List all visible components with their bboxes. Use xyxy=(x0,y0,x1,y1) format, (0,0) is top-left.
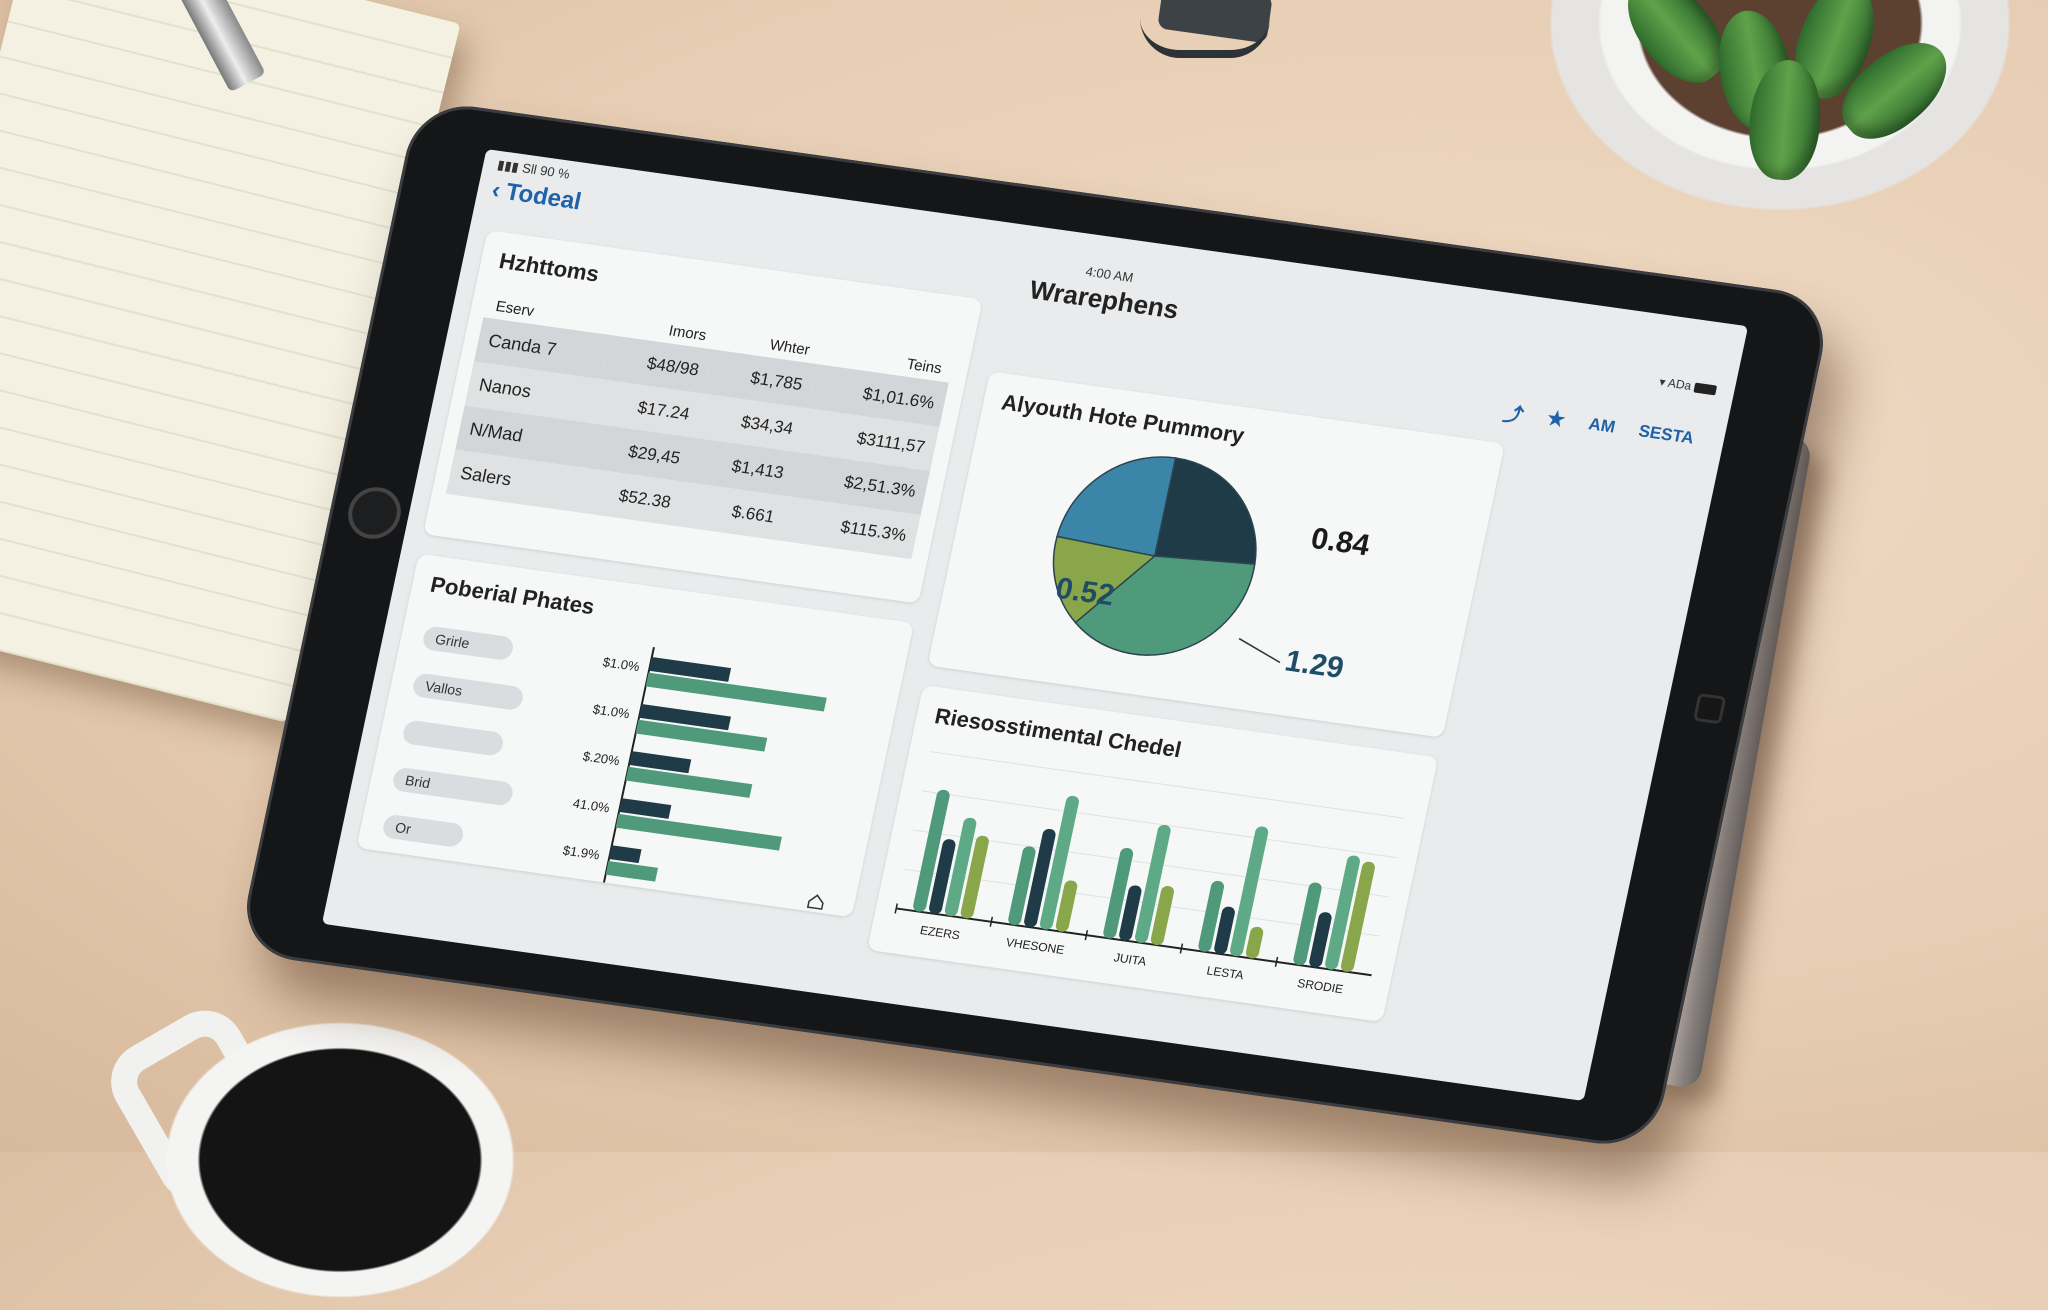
pie-slice[interactable] xyxy=(1153,457,1275,570)
bar[interactable] xyxy=(1007,846,1037,926)
bar[interactable] xyxy=(615,813,782,851)
bar[interactable] xyxy=(1340,861,1376,973)
x-tick xyxy=(1179,943,1184,954)
bar[interactable] xyxy=(928,838,957,914)
bar[interactable] xyxy=(1245,926,1265,959)
home-button[interactable] xyxy=(343,483,406,543)
x-tick xyxy=(989,916,994,927)
category-tick-label: $.20% xyxy=(582,749,622,769)
category-tick-label: JUITA xyxy=(1113,950,1148,968)
bar[interactable] xyxy=(1229,826,1269,957)
x-axis-line xyxy=(601,891,830,918)
bar[interactable] xyxy=(1039,795,1080,930)
star-icon[interactable]: ★ xyxy=(1544,407,1568,432)
category-tick-label: VHESONE xyxy=(1005,935,1066,957)
category-tick-label: 41.0% xyxy=(572,796,612,816)
bar[interactable] xyxy=(635,719,768,752)
bar[interactable] xyxy=(1292,882,1322,966)
pie-slice[interactable] xyxy=(1040,535,1157,631)
bar[interactable] xyxy=(628,751,692,774)
cable xyxy=(1140,0,1270,58)
category-tick-label: $1.0% xyxy=(602,654,642,674)
category-tick-label: SRODIE xyxy=(1296,976,1344,996)
bar[interactable] xyxy=(1324,855,1361,971)
vbar-card: Riesosstimental Chedel EZERS VHESONE JUITA… xyxy=(867,685,1439,1023)
hbar-chart: $1.0% $1.0% $.20% 41.0% $1.9% xyxy=(562,647,830,918)
bar[interactable] xyxy=(1102,847,1134,939)
home-icon[interactable] xyxy=(806,894,825,910)
bar[interactable] xyxy=(1197,880,1225,952)
am-button[interactable]: AM xyxy=(1587,413,1618,437)
x-tick xyxy=(1084,930,1089,941)
share-icon[interactable]: ⤴ xyxy=(1500,403,1526,428)
x-tick xyxy=(1274,956,1279,967)
bar[interactable] xyxy=(1150,885,1175,946)
grid-line xyxy=(921,790,1397,859)
tablet-screen: ▮▮▮ Sll 90 % ▾ ADa ‹Todeal 4:00 AM Wrare… xyxy=(321,149,1749,1101)
grid-line xyxy=(912,829,1389,898)
signal-icon: ▮▮▮ xyxy=(496,156,521,175)
toolbar: ⤴ ★ AM SESTA xyxy=(1501,397,1697,452)
grid-line xyxy=(929,751,1406,819)
category-tick-label: LESTA xyxy=(1205,963,1245,982)
bar[interactable] xyxy=(638,704,731,731)
bar[interactable] xyxy=(1118,885,1143,942)
category-tick-label: EZERS xyxy=(919,923,961,942)
bar[interactable] xyxy=(1308,911,1333,968)
coffee-mug xyxy=(150,1010,530,1310)
pie-slice[interactable] xyxy=(1071,541,1256,668)
camera-icon xyxy=(1692,693,1727,725)
bar[interactable] xyxy=(648,656,732,682)
category-tick-label: $1.0% xyxy=(592,701,632,721)
table-card-title: Hzhttoms xyxy=(496,248,602,287)
status-signal: Sll 90 % xyxy=(520,160,572,182)
bar[interactable] xyxy=(912,789,951,912)
vbar-chart: EZERS VHESONE JUITA LESTA SRODIE xyxy=(894,751,1406,996)
diamond-icon[interactable] xyxy=(594,899,606,914)
bar[interactable] xyxy=(645,672,827,712)
pie-data-label: 0.84 xyxy=(1308,522,1373,562)
pie-chart: 0.84 0.52 1.29 xyxy=(1040,444,1373,685)
x-axis-line xyxy=(896,907,1372,977)
bar[interactable] xyxy=(1023,828,1057,928)
pie-card: Alyouth Hote Pummory 0.84 0.52 1.29 xyxy=(927,371,1505,738)
data-table: Eserv Imors Whter Teins Canda 7 $48/98 $… xyxy=(445,293,954,560)
bar[interactable] xyxy=(960,835,990,919)
bar[interactable] xyxy=(1134,824,1172,943)
pie-data-label: 1.29 xyxy=(1282,645,1347,685)
bar[interactable] xyxy=(605,860,659,882)
bar[interactable] xyxy=(1213,906,1236,955)
tablet: ▮▮▮ Sll 90 % ▾ ADa ‹Todeal 4:00 AM Wrare… xyxy=(236,98,1834,1152)
x-tick xyxy=(894,903,899,914)
pie-data-label: 0.52 xyxy=(1053,572,1118,612)
bar[interactable] xyxy=(618,798,672,819)
sesta-button[interactable]: SESTA xyxy=(1636,420,1696,448)
pie-leader-line xyxy=(1238,637,1281,664)
pie-slice[interactable] xyxy=(1056,444,1177,557)
bar[interactable] xyxy=(608,845,642,864)
bar[interactable] xyxy=(625,766,753,798)
category-tick-label: $1.9% xyxy=(562,843,602,863)
bar[interactable] xyxy=(944,817,978,917)
hbar-card: Poberial Phates Grirle Vallos Brid Or $1… xyxy=(356,553,915,918)
bar[interactable] xyxy=(1055,880,1079,933)
